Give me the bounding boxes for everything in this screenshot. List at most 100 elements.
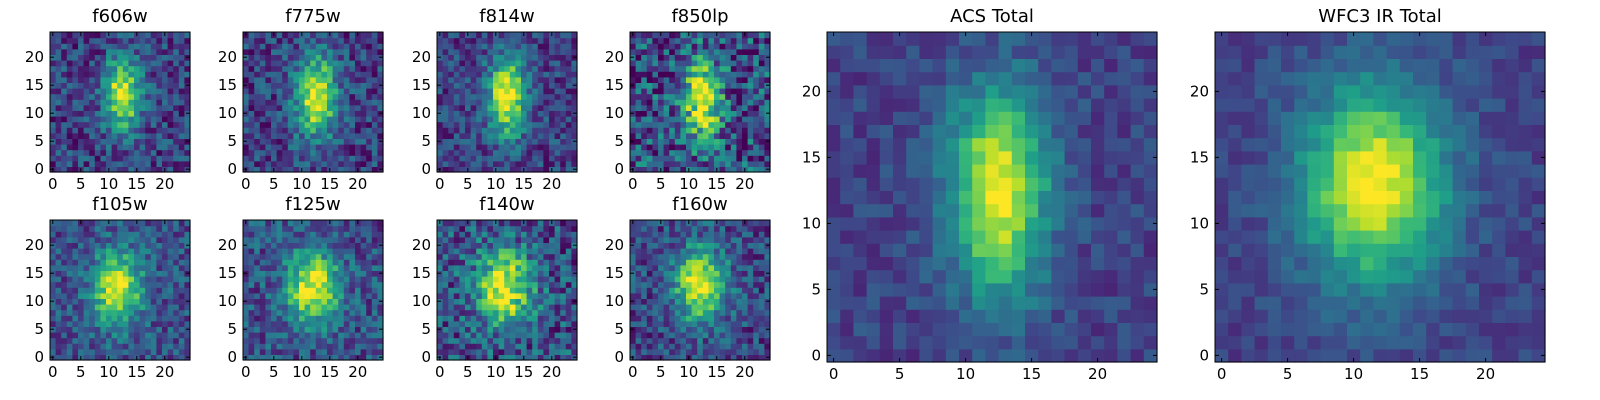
heatmap-cell bbox=[532, 110, 539, 117]
heatmap-cell bbox=[730, 60, 737, 67]
heatmap-cell bbox=[162, 287, 169, 294]
heatmap-cell bbox=[343, 82, 350, 89]
heatmap-cell bbox=[94, 354, 101, 361]
heatmap-cell bbox=[145, 65, 152, 72]
heatmap-cell bbox=[630, 76, 637, 83]
heatmap-cell bbox=[453, 65, 460, 72]
heatmap-cell bbox=[178, 242, 185, 249]
heatmap-cell bbox=[481, 71, 488, 78]
heatmap-cell bbox=[276, 166, 283, 173]
heatmap-cell bbox=[145, 37, 152, 44]
heatmap-cell bbox=[66, 110, 73, 117]
heatmap-cell bbox=[128, 231, 135, 238]
heatmap-cell bbox=[521, 309, 528, 316]
heatmap-cell bbox=[304, 37, 311, 44]
heatmap-cell bbox=[470, 127, 477, 134]
heatmap-cell bbox=[442, 82, 449, 89]
heatmap-cell bbox=[265, 270, 272, 277]
heatmap-cell bbox=[719, 99, 726, 106]
heatmap-cell bbox=[448, 225, 455, 232]
heatmap-cell bbox=[282, 60, 289, 67]
heatmap-cell bbox=[343, 253, 350, 260]
heatmap-cell bbox=[128, 104, 135, 111]
heatmap-cell bbox=[360, 71, 367, 78]
heatmap-cell bbox=[526, 343, 533, 350]
heatmap-cell bbox=[686, 326, 693, 333]
heatmap-cell bbox=[686, 104, 693, 111]
heatmap-cell bbox=[697, 343, 704, 350]
heatmap-cell bbox=[442, 332, 449, 339]
heatmap-cell bbox=[635, 127, 642, 134]
heatmap-cell bbox=[493, 76, 500, 83]
heatmap-cell bbox=[571, 253, 578, 260]
heatmap-cell bbox=[537, 326, 544, 333]
heatmap-cell bbox=[652, 104, 659, 111]
heatmap-cell bbox=[111, 304, 118, 311]
heatmap-cell bbox=[276, 88, 283, 95]
heatmap-cell bbox=[293, 88, 300, 95]
heatmap-cell bbox=[686, 315, 693, 322]
heatmap-cell bbox=[178, 99, 185, 106]
heatmap-cell bbox=[697, 88, 704, 95]
heatmap-cell bbox=[526, 220, 533, 227]
heatmap-cell bbox=[315, 315, 322, 322]
heatmap-cell bbox=[299, 116, 306, 123]
heatmap-cell bbox=[276, 220, 283, 227]
heatmap-cell bbox=[299, 144, 306, 151]
heatmap-cell bbox=[282, 231, 289, 238]
heatmap-cell bbox=[493, 264, 500, 271]
heatmap-cell bbox=[686, 309, 693, 316]
heatmap-cell bbox=[702, 43, 709, 50]
heatmap-cell bbox=[459, 82, 466, 89]
heatmap-cell bbox=[565, 104, 572, 111]
heatmap-cell bbox=[669, 276, 676, 283]
heatmap-cell bbox=[248, 287, 255, 294]
heatmap-cell bbox=[94, 292, 101, 299]
heatmap-cell bbox=[459, 71, 466, 78]
heatmap-cell bbox=[299, 127, 306, 134]
heatmap-cell bbox=[509, 343, 516, 350]
heatmap-cell bbox=[254, 220, 261, 227]
heatmap-cell bbox=[371, 242, 378, 249]
heatmap-cell bbox=[565, 93, 572, 100]
heatmap-cell bbox=[366, 320, 373, 327]
heatmap-cell bbox=[338, 65, 345, 72]
heatmap-cell bbox=[276, 160, 283, 167]
heatmap-cell bbox=[287, 93, 294, 100]
heatmap-cell bbox=[83, 76, 90, 83]
heatmap-cell bbox=[532, 348, 539, 355]
heatmap-cell bbox=[493, 259, 500, 266]
heatmap-cell bbox=[504, 88, 511, 95]
heatmap-cell bbox=[338, 287, 345, 294]
heatmap-cell bbox=[747, 76, 754, 83]
heatmap-cell bbox=[282, 242, 289, 249]
heatmap-cell bbox=[349, 225, 356, 232]
heatmap-cell bbox=[543, 138, 550, 145]
heatmap-cell bbox=[145, 248, 152, 255]
heatmap-cell bbox=[259, 160, 266, 167]
heatmap-cell bbox=[150, 281, 157, 288]
heatmap-cell bbox=[526, 225, 533, 232]
heatmap-cell bbox=[55, 127, 62, 134]
heatmap-cell bbox=[526, 93, 533, 100]
heatmap-cell bbox=[299, 298, 306, 305]
heatmap-cell bbox=[736, 292, 743, 299]
heatmap-cell bbox=[355, 110, 362, 117]
heatmap-cell bbox=[106, 82, 113, 89]
heatmap-cell bbox=[549, 259, 556, 266]
heatmap-cell bbox=[83, 43, 90, 50]
heatmap-cell bbox=[321, 309, 328, 316]
heatmap-cell bbox=[178, 225, 185, 232]
heatmap-cell bbox=[173, 348, 180, 355]
heatmap-cell bbox=[293, 43, 300, 50]
heatmap-cell bbox=[537, 43, 544, 50]
heatmap-cell bbox=[145, 88, 152, 95]
heatmap-cell bbox=[747, 155, 754, 162]
heatmap-cell bbox=[145, 220, 152, 227]
heatmap-cell bbox=[106, 309, 113, 316]
heatmap-cell bbox=[134, 332, 141, 339]
heatmap-cell bbox=[167, 144, 174, 151]
heatmap-cell bbox=[184, 315, 191, 322]
heatmap-cell bbox=[686, 337, 693, 344]
heatmap-cell bbox=[167, 348, 174, 355]
